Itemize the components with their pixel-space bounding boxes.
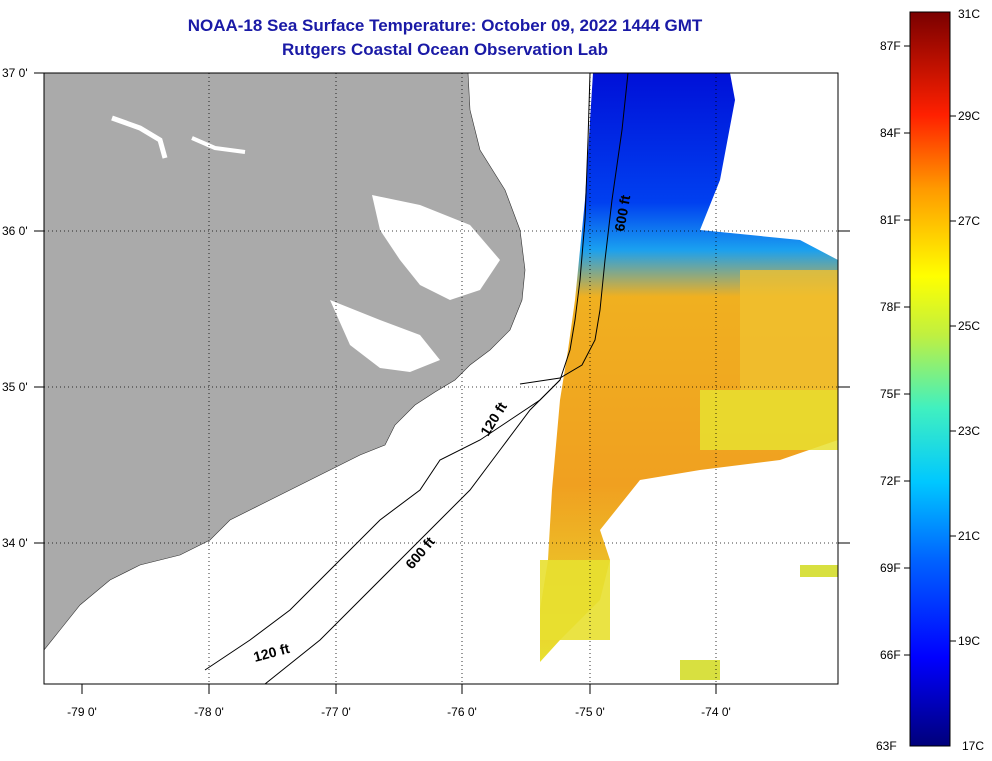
river-water <box>191 136 246 154</box>
lon-tick-label: -75 0' <box>575 705 605 719</box>
colorbar-label-f: 72F <box>880 474 901 488</box>
sst-patch <box>700 390 838 450</box>
graticule <box>44 73 838 684</box>
colorbar-label-f: 69F <box>880 561 901 575</box>
lat-tick-label: 34 0' <box>2 536 28 550</box>
contour-600ft-south <box>264 379 561 684</box>
colorbar <box>909 11 951 747</box>
sst-patch <box>540 560 610 640</box>
colorbar-label-c: 17C <box>962 739 984 753</box>
lat-tick-label: 37 0' <box>2 66 28 80</box>
sound-water <box>372 195 500 300</box>
contour-600ft-north <box>519 73 629 385</box>
axis-ticks <box>34 72 850 694</box>
colorbar-label-c: 27C <box>958 214 980 228</box>
map-subtitle: Rutgers Coastal Ocean Observation Lab <box>282 40 608 59</box>
colorbar-label-f: 66F <box>880 648 901 662</box>
sst-patch <box>680 660 720 680</box>
lon-tick-label: -76 0' <box>447 705 477 719</box>
colorbar-label-c: 23C <box>958 424 980 438</box>
contour-120ft <box>204 73 591 671</box>
sst-patch <box>800 565 838 577</box>
colorbar-label-f: 78F <box>880 300 901 314</box>
river-water <box>111 115 168 159</box>
colorbar-label-c: 19C <box>958 634 980 648</box>
map-border <box>43 72 839 685</box>
colorbar-label-f: 84F <box>880 126 901 140</box>
colorbar-label-c: 31C <box>958 7 980 21</box>
lon-tick-label: -79 0' <box>67 705 97 719</box>
colorbar-label-c: 21C <box>958 529 980 543</box>
lon-tick-label: -74 0' <box>701 705 731 719</box>
colorbar-label-c: 25C <box>958 319 980 333</box>
lon-tick-label: -78 0' <box>194 705 224 719</box>
sound-water <box>330 300 440 372</box>
colorbar-label-f: 63F <box>876 739 897 753</box>
colorbar-label-f: 87F <box>880 39 901 53</box>
sst-patch <box>740 270 838 390</box>
map-title: NOAA-18 Sea Surface Temperature: October… <box>187 16 703 35</box>
contour-label-600ft-north: 600 ft <box>611 193 633 232</box>
colorbar-ticks <box>904 45 956 656</box>
lat-tick-label: 36 0' <box>2 224 28 238</box>
sst-swath <box>540 73 838 662</box>
colorbar-label-c: 29C <box>958 109 980 123</box>
lat-tick-label: 35 0' <box>2 380 28 394</box>
colorbar-label-f: 81F <box>880 213 901 227</box>
colorbar-label-f: 75F <box>880 387 901 401</box>
lon-tick-label: -77 0' <box>321 705 351 719</box>
